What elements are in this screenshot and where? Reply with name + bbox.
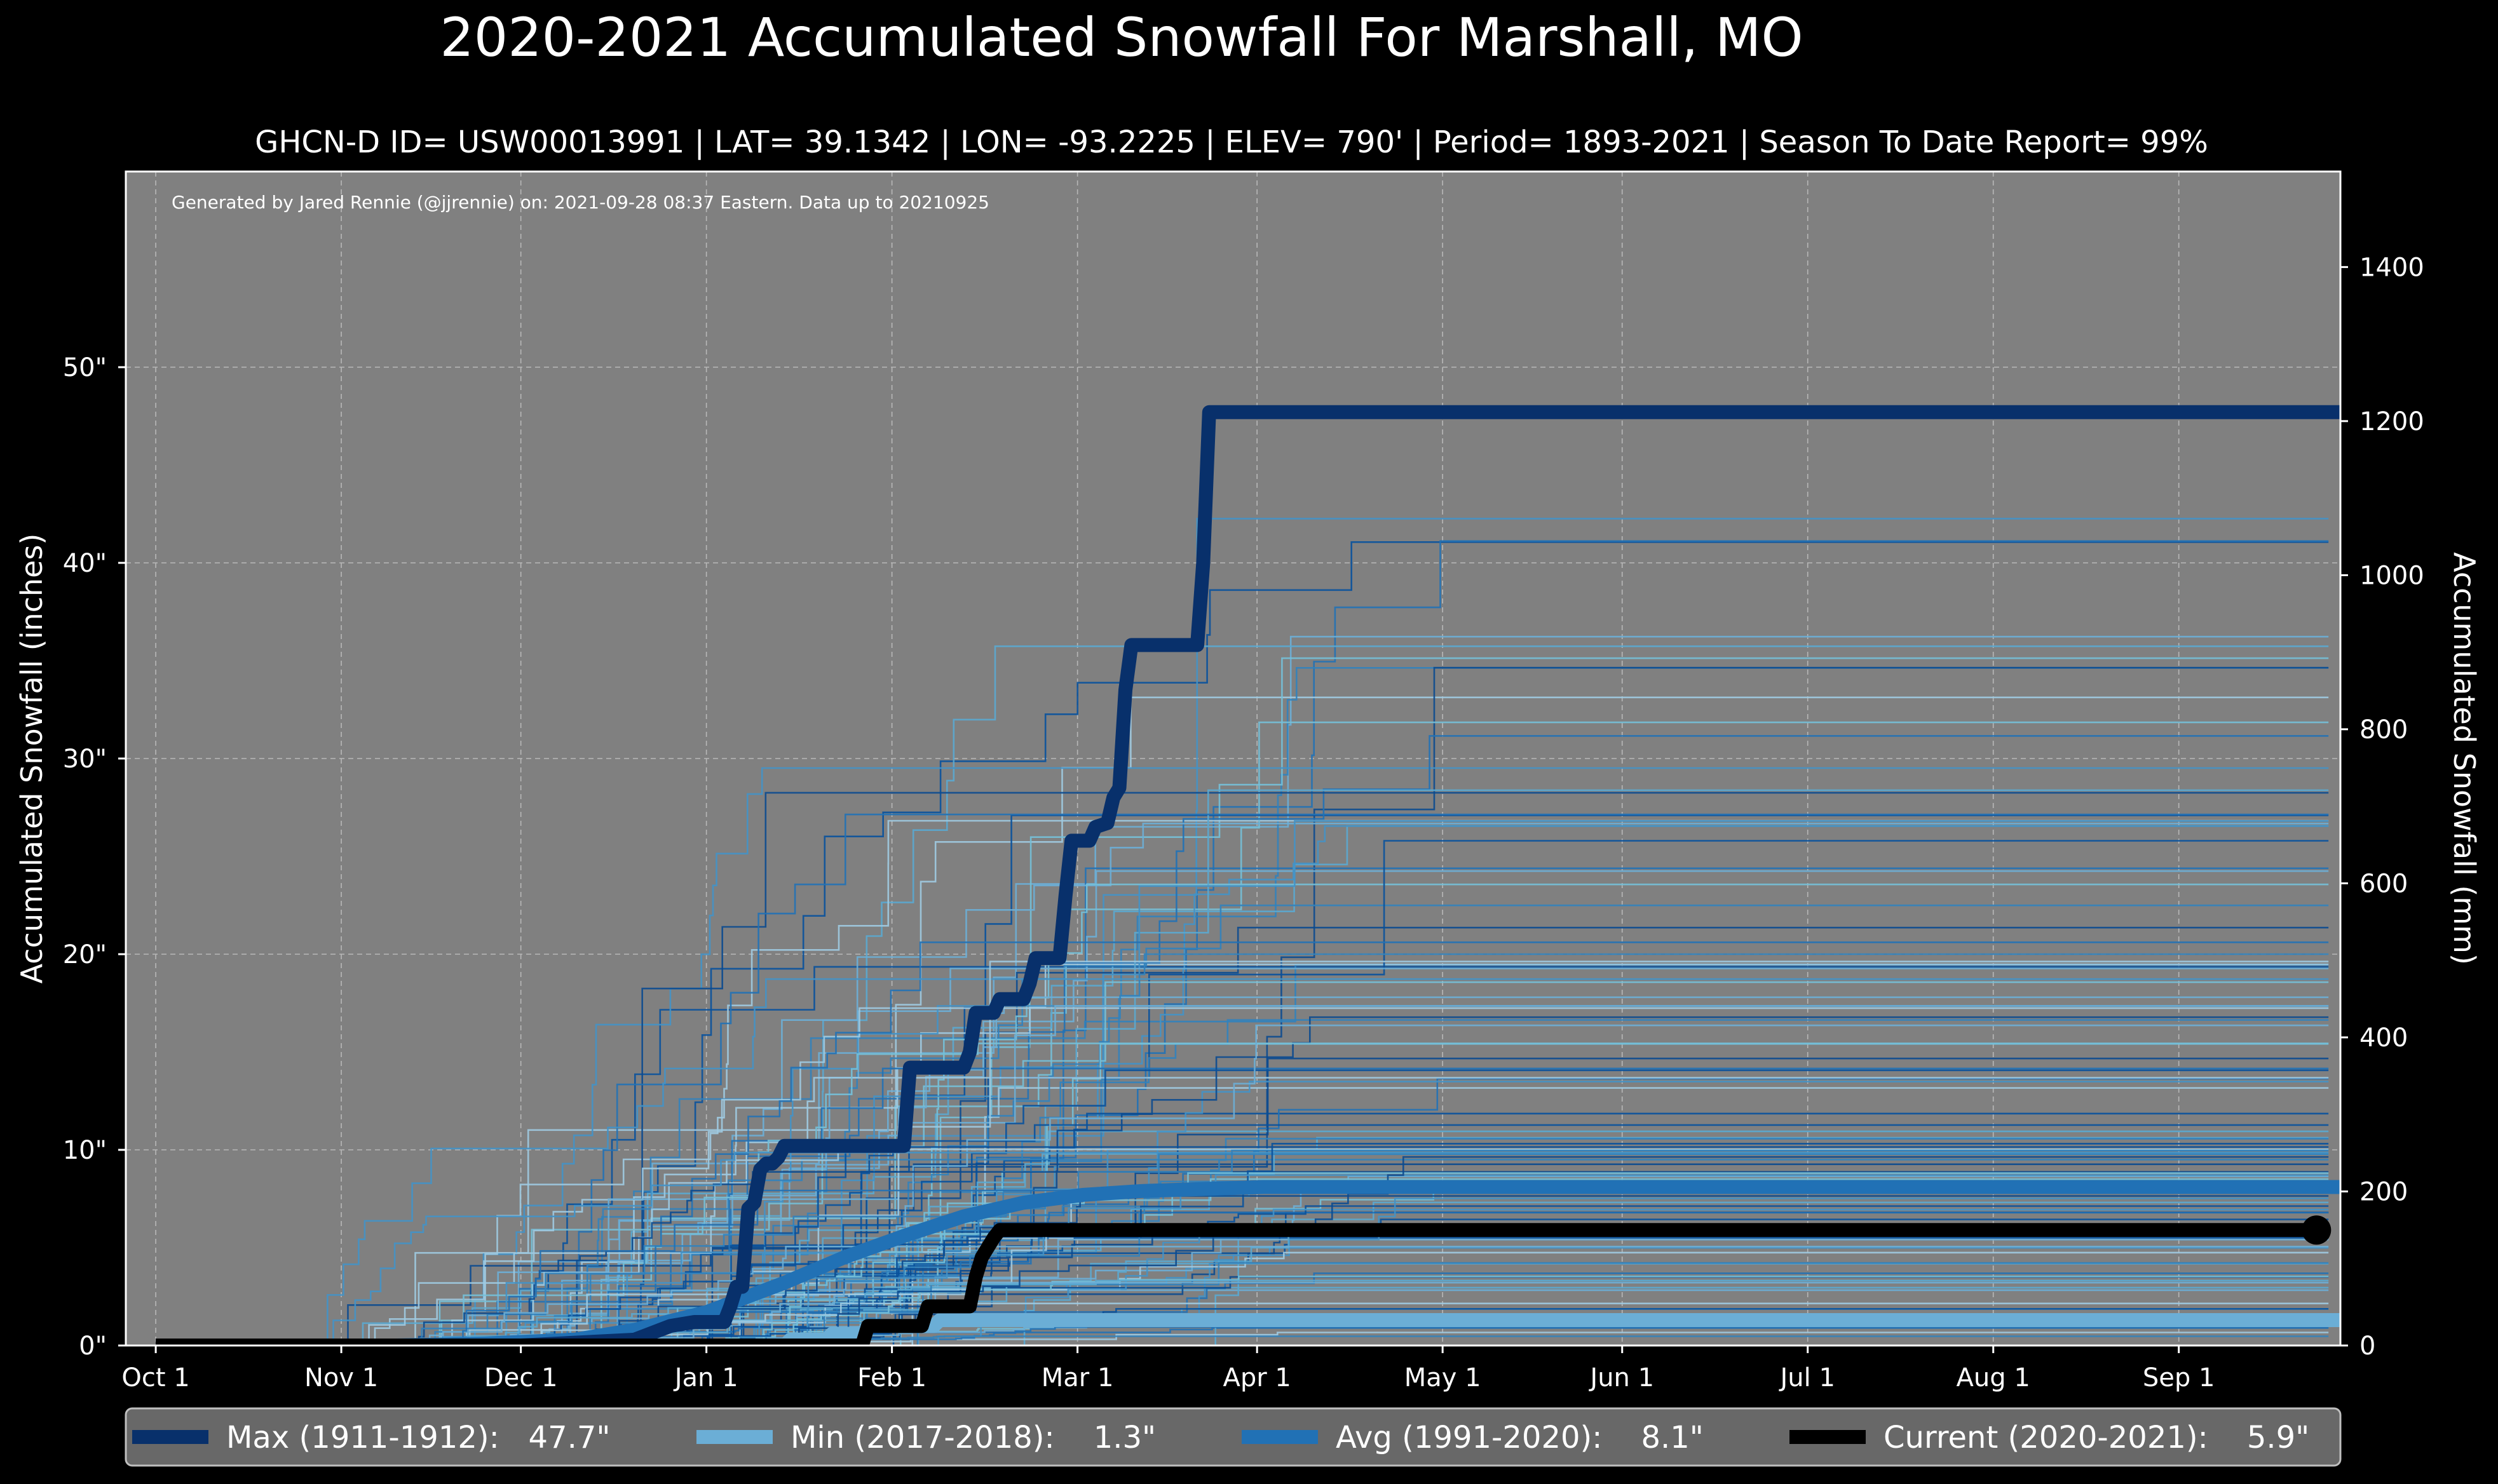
y-tick-label-right: 200 — [2359, 1177, 2408, 1206]
historical-season-line — [156, 820, 2329, 1347]
historical-season-line — [156, 1171, 2329, 1347]
x-tick-label: Apr 1 — [1223, 1363, 1291, 1393]
y-tick-label-right: 1000 — [2359, 561, 2424, 590]
y-tick-label-left: 50" — [63, 353, 107, 382]
historical-season-line — [156, 721, 2329, 1347]
x-tick-label: Aug 1 — [1957, 1363, 2030, 1393]
legend-label-current: Current (2020-2021): 5.9" — [1884, 1420, 2309, 1455]
historical-season-line — [156, 1279, 2329, 1347]
chart-title: 2020-2021 Accumulated Snowfall For Marsh… — [440, 6, 1803, 69]
historical-season-line — [156, 1024, 2329, 1347]
series-line-max — [156, 405, 2340, 1352]
historical-season-line — [156, 1205, 2329, 1347]
y-tick-label-left: 20" — [63, 940, 107, 969]
legend-label-max: Max (1911-1912): 47.7" — [226, 1420, 610, 1455]
y-axis-label-left: Accumulated Snowfall (inches) — [15, 534, 49, 984]
historical-season-line — [156, 1189, 2329, 1347]
historical-season-line — [156, 820, 2329, 1347]
legend-box — [125, 1407, 2342, 1467]
y-tick-label-right: 400 — [2359, 1023, 2408, 1053]
historical-season-line — [156, 981, 2329, 1347]
historical-season-line — [156, 1156, 2329, 1347]
y-tick-label-left: 10" — [63, 1136, 107, 1165]
y-tick-label-left: 30" — [63, 745, 107, 774]
y-tick-label-right: 1400 — [2359, 253, 2424, 282]
credit-text: Generated by Jared Rennie (@jjrennie) on… — [172, 192, 989, 213]
y-axis-label-right: Accumulated Snowfall (mm) — [2447, 552, 2481, 965]
historical-season-line — [156, 1067, 2329, 1347]
historical-season-line — [156, 1077, 2329, 1347]
historical-season-line — [156, 941, 2329, 1347]
historical-season-line — [156, 978, 2329, 1347]
historical-season-line — [156, 541, 2329, 1347]
legend-label-avg: Avg (1991-2020): 8.1" — [1336, 1420, 1704, 1455]
x-tick-label: Mar 1 — [1042, 1363, 1114, 1393]
x-tick-label: Jul 1 — [1778, 1363, 1835, 1393]
y-tick-label-right: 800 — [2359, 715, 2408, 745]
historical-season-line — [156, 823, 2329, 1347]
y-tick-label-right: 1200 — [2359, 407, 2424, 436]
historical-season-line — [156, 963, 2329, 1347]
y-tick-label-left: 0" — [79, 1332, 107, 1361]
historical-season-line — [156, 792, 2329, 1347]
y-tick-label-right: 600 — [2359, 869, 2408, 898]
historical-season-line — [156, 1229, 2329, 1347]
legend-label-min: Min (2017-2018): 1.3" — [791, 1420, 1156, 1455]
historical-season-line — [156, 1152, 2329, 1347]
x-tick-label: Jun 1 — [1588, 1363, 1654, 1393]
x-tick-label: Oct 1 — [121, 1363, 189, 1393]
historical-season-line — [156, 1246, 2329, 1347]
historical-season-line — [156, 1229, 2329, 1347]
x-tick-label: Feb 1 — [857, 1363, 927, 1393]
chart-subtitle: GHCN-D ID= USW00013991 | LAT= 39.1342 | … — [255, 125, 2208, 160]
historical-season-line — [156, 1153, 2329, 1347]
y-tick-label-left: 40" — [63, 549, 107, 578]
y-tick-label-right: 0 — [2359, 1332, 2375, 1361]
historical-season-line — [156, 968, 2329, 1347]
series-line-current — [156, 1223, 2317, 1352]
historical-season-line — [156, 1143, 2329, 1347]
x-tick-label: Sep 1 — [2143, 1363, 2215, 1393]
highlight-series — [156, 405, 2340, 1352]
x-tick-label: Dec 1 — [484, 1363, 558, 1393]
axes: Oct 1 Nov 1 Dec 1 Jan 1 Feb 1 Mar 1 Apr 1 May 1… — [63, 253, 2424, 1393]
x-tick-label: May 1 — [1404, 1363, 1481, 1393]
legend: Max (1911-1912): 47.7" Min (2017-2018): … — [125, 1407, 2342, 1467]
x-tick-label: Nov 1 — [304, 1363, 378, 1393]
current-season-marker — [2302, 1215, 2332, 1245]
historical-season-line — [156, 1148, 2329, 1347]
x-tick-label: Jan 1 — [673, 1363, 738, 1393]
